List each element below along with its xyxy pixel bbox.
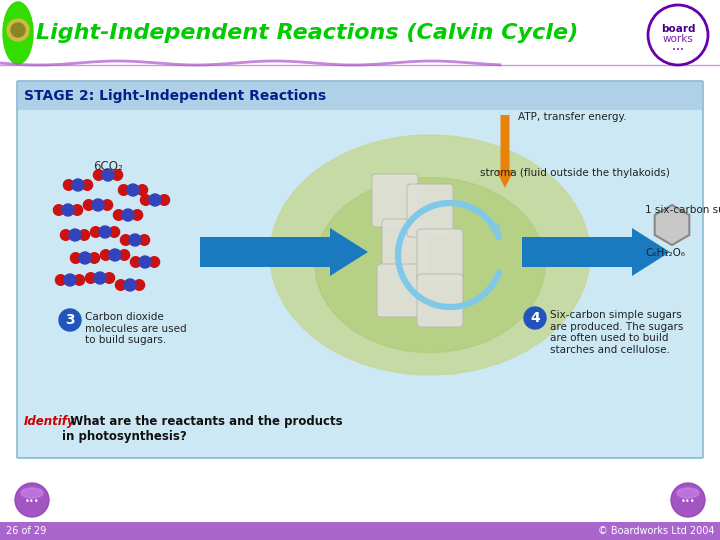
Text: Light-Independent Reactions (Calvin Cycle): Light-Independent Reactions (Calvin Cycl… [36, 23, 578, 43]
Text: •••: ••• [672, 47, 684, 53]
Circle shape [11, 23, 25, 37]
Circle shape [86, 273, 96, 284]
Circle shape [149, 194, 161, 206]
Circle shape [149, 256, 160, 267]
FancyArrow shape [496, 115, 514, 188]
Circle shape [118, 185, 129, 195]
Circle shape [91, 227, 101, 237]
FancyBboxPatch shape [417, 274, 463, 327]
Ellipse shape [315, 178, 545, 353]
Circle shape [140, 195, 151, 205]
Circle shape [102, 169, 114, 181]
Circle shape [71, 253, 81, 264]
Circle shape [120, 235, 131, 245]
Circle shape [69, 229, 81, 241]
Circle shape [132, 210, 143, 220]
Circle shape [63, 180, 74, 190]
Text: ATP, transfer energy.: ATP, transfer energy. [518, 112, 626, 122]
Circle shape [79, 252, 91, 264]
Text: STAGE 2: Light-Independent Reactions: STAGE 2: Light-Independent Reactions [24, 89, 326, 103]
Circle shape [59, 309, 81, 331]
Circle shape [130, 256, 141, 267]
Circle shape [82, 180, 93, 190]
Circle shape [104, 273, 114, 284]
Ellipse shape [677, 488, 699, 498]
FancyArrow shape [522, 228, 670, 276]
Ellipse shape [270, 135, 590, 375]
Text: © Boardworks Ltd 2004: © Boardworks Ltd 2004 [598, 526, 714, 536]
Circle shape [137, 185, 148, 195]
Circle shape [119, 249, 130, 260]
Text: 26 of 29: 26 of 29 [6, 526, 46, 536]
Circle shape [55, 275, 66, 285]
Text: Six-carbon simple sugars
are produced. The sugars
are often used to build
starch: Six-carbon simple sugars are produced. T… [550, 310, 683, 355]
Circle shape [62, 204, 74, 216]
Circle shape [109, 249, 121, 261]
Circle shape [53, 205, 64, 215]
FancyArrow shape [200, 228, 368, 276]
FancyBboxPatch shape [377, 264, 423, 317]
Polygon shape [654, 205, 689, 245]
Circle shape [524, 307, 546, 329]
Circle shape [109, 227, 120, 237]
FancyBboxPatch shape [17, 81, 703, 458]
Text: 1 six-carbon sugar: 1 six-carbon sugar [645, 205, 720, 215]
Circle shape [139, 235, 150, 245]
Circle shape [7, 19, 29, 41]
Text: C₆H₁₂O₆: C₆H₁₂O₆ [645, 248, 685, 258]
Circle shape [127, 184, 139, 196]
Circle shape [89, 253, 99, 264]
Bar [0, 522, 720, 540]
FancyBboxPatch shape [18, 82, 702, 110]
Text: stroma (fluid outside the thylakoids): stroma (fluid outside the thylakoids) [480, 168, 670, 178]
Circle shape [15, 483, 49, 517]
FancyBboxPatch shape [417, 229, 463, 282]
Circle shape [114, 210, 124, 220]
Text: Identify: Identify [24, 415, 76, 428]
Text: works: works [662, 34, 693, 44]
Circle shape [74, 275, 84, 285]
Circle shape [94, 272, 106, 284]
Circle shape [94, 170, 104, 180]
Circle shape [129, 234, 141, 246]
Circle shape [92, 199, 104, 211]
FancyBboxPatch shape [372, 174, 418, 227]
Text: What are the reactants and the products
in photosynthesis?: What are the reactants and the products … [62, 415, 343, 443]
Text: •••: ••• [680, 496, 696, 505]
Circle shape [64, 274, 76, 286]
Text: 3: 3 [66, 313, 75, 327]
Circle shape [60, 230, 71, 240]
Ellipse shape [3, 2, 33, 64]
Circle shape [84, 200, 94, 210]
Circle shape [99, 226, 111, 238]
Text: 4: 4 [530, 311, 540, 325]
Circle shape [102, 200, 112, 210]
Text: 6CO₂: 6CO₂ [93, 160, 123, 173]
Text: •••: ••• [24, 496, 40, 505]
Circle shape [122, 209, 134, 221]
FancyBboxPatch shape [407, 184, 453, 237]
Text: Carbon dioxide
molecules are used
to build sugars.: Carbon dioxide molecules are used to bui… [85, 312, 186, 345]
Circle shape [112, 170, 122, 180]
FancyBboxPatch shape [382, 219, 428, 272]
Circle shape [72, 179, 84, 191]
Circle shape [159, 195, 170, 205]
Text: board: board [661, 24, 696, 34]
Circle shape [100, 249, 111, 260]
Circle shape [139, 256, 151, 268]
Circle shape [124, 279, 136, 291]
Ellipse shape [21, 488, 43, 498]
Circle shape [671, 483, 705, 517]
Circle shape [115, 280, 126, 291]
Circle shape [72, 205, 83, 215]
Circle shape [134, 280, 145, 291]
Circle shape [79, 230, 89, 240]
